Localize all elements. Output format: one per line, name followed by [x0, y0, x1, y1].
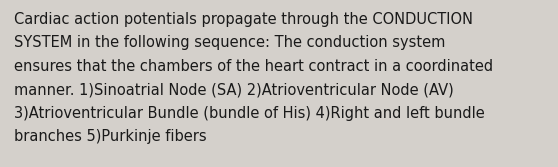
Text: ensures that the chambers of the heart contract in a coordinated: ensures that the chambers of the heart c… — [14, 59, 493, 74]
Text: 3)Atrioventricular Bundle (bundle of His) 4)Right and left bundle: 3)Atrioventricular Bundle (bundle of His… — [14, 106, 485, 121]
Text: SYSTEM in the following sequence: The conduction system: SYSTEM in the following sequence: The co… — [14, 36, 445, 50]
Text: Cardiac action potentials propagate through the CONDUCTION: Cardiac action potentials propagate thro… — [14, 12, 473, 27]
Text: branches 5)Purkinje fibers: branches 5)Purkinje fibers — [14, 129, 206, 144]
Text: manner. 1)Sinoatrial Node (SA) 2)Atrioventricular Node (AV): manner. 1)Sinoatrial Node (SA) 2)Atriove… — [14, 82, 454, 98]
